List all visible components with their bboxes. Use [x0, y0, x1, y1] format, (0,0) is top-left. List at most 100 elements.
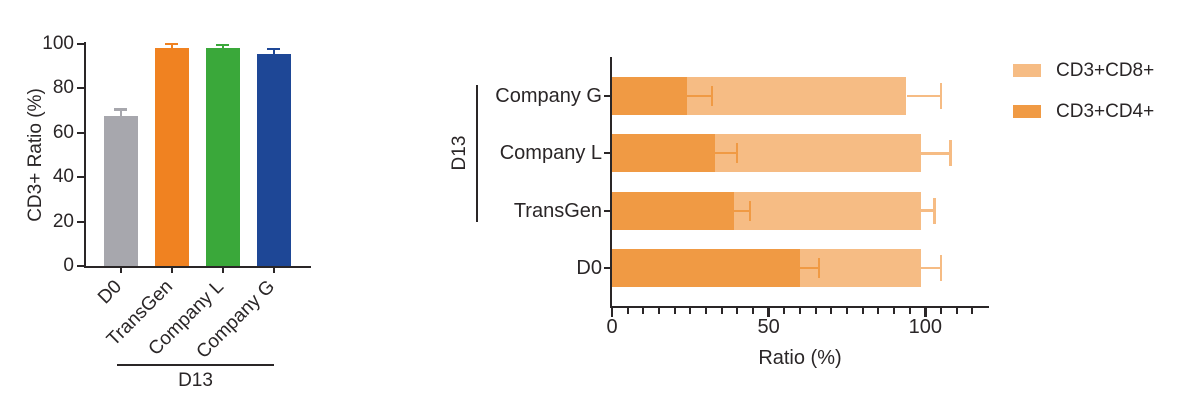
- bar: [205, 48, 240, 266]
- legend-entry-label: CD3+CD8+: [1056, 60, 1155, 81]
- bar: [154, 48, 189, 266]
- x-minor-tick: [626, 308, 629, 314]
- x-minor-tick: [892, 308, 895, 314]
- error-bar-cap: [949, 140, 952, 167]
- x-minor-tick: [720, 308, 723, 314]
- right-x-axis-title: Ratio (%): [758, 347, 842, 369]
- x-minor-tick: [657, 308, 660, 314]
- y-tick: [77, 42, 85, 46]
- y-tick-label: 40: [52, 166, 74, 188]
- y-tick-label: 20: [52, 210, 74, 232]
- error-bar-cap: [216, 44, 230, 47]
- error-bar-stem: [920, 209, 935, 212]
- category-label: TransGen: [513, 199, 602, 222]
- x-axis-line: [609, 305, 989, 309]
- x-tick: [170, 267, 173, 273]
- y-tick-label: 100: [42, 33, 74, 54]
- error-bar-stem: [920, 266, 941, 270]
- error-bar-cap: [711, 86, 714, 106]
- error-bar-stem: [715, 152, 738, 155]
- error-bar-stem: [906, 94, 941, 98]
- bar-segment-cd4: [612, 249, 800, 287]
- bar-segment-cd8: [734, 191, 921, 230]
- legend-entry: CD3+CD4+: [1013, 99, 1193, 129]
- legend-swatch: [1013, 105, 1041, 118]
- y-tick: [603, 94, 612, 98]
- bar: [256, 53, 291, 266]
- y-tick: [603, 266, 612, 270]
- error-bar-cap: [736, 143, 739, 164]
- error-bar-stem: [734, 209, 750, 212]
- legend-swatch: [1013, 64, 1041, 77]
- legend-entry-label: CD3+CD4+: [1056, 101, 1155, 122]
- right-group-bracket-line: [476, 85, 479, 222]
- x-tick-label: 0: [606, 316, 618, 338]
- x-tick-label: 50: [757, 316, 780, 338]
- y-tick: [77, 176, 85, 179]
- x-minor-tick: [939, 308, 942, 314]
- x-major-tick: [924, 308, 927, 317]
- bar-segment-cd4: [612, 191, 735, 230]
- error-bar-cap: [939, 83, 943, 109]
- y-tick: [603, 209, 612, 212]
- x-tick: [221, 267, 224, 273]
- x-minor-tick: [877, 308, 880, 314]
- x-minor-tick: [908, 308, 911, 314]
- x-minor-tick: [751, 308, 754, 314]
- y-tick: [77, 264, 85, 268]
- x-minor-tick: [642, 308, 645, 314]
- error-bar-stem: [920, 152, 951, 155]
- bar: [103, 116, 138, 266]
- x-minor-tick: [673, 308, 676, 314]
- y-axis-line: [609, 57, 612, 308]
- error-bar-stem: [170, 44, 173, 49]
- error-bar-stem: [687, 94, 713, 98]
- x-minor-tick: [783, 308, 786, 314]
- legend-entry: CD3+CD8+: [1013, 58, 1193, 88]
- y-tick-label: 60: [52, 121, 74, 143]
- x-minor-tick: [861, 308, 864, 314]
- x-minor-tick: [955, 308, 958, 314]
- x-minor-tick: [689, 308, 692, 314]
- error-bar-cap: [114, 108, 128, 111]
- bar-segment-cd8: [799, 249, 921, 287]
- x-minor-tick: [704, 308, 707, 314]
- bar-segment-cd8: [715, 134, 921, 173]
- x-minor-tick: [845, 308, 848, 314]
- x-minor-tick: [830, 308, 833, 314]
- error-bar-stem: [272, 49, 275, 54]
- error-bar-stem: [221, 45, 224, 49]
- error-bar-cap: [933, 197, 936, 224]
- error-bar-cap: [165, 42, 179, 46]
- category-label: Company G: [495, 85, 602, 107]
- y-tick-label: 0: [63, 255, 74, 276]
- bar-segment-cd4: [612, 134, 716, 173]
- x-minor-tick: [971, 308, 974, 314]
- y-axis-line: [84, 42, 87, 268]
- x-tick: [272, 267, 275, 273]
- left-group-label: D13: [178, 370, 213, 391]
- x-minor-tick: [736, 308, 739, 314]
- y-tick: [603, 152, 612, 155]
- x-major-tick: [767, 308, 770, 317]
- x-minor-tick: [814, 308, 817, 314]
- left-group-underline: [117, 363, 274, 366]
- x-tick-label: 100: [908, 316, 942, 338]
- x-tick: [119, 267, 122, 273]
- error-bar-stem: [119, 109, 122, 117]
- x-major-tick: [610, 308, 614, 317]
- y-tick: [77, 220, 85, 223]
- x-axis-line: [84, 265, 311, 268]
- category-label: Company L: [499, 142, 602, 165]
- left-bar-chart: CD3+ Ratio (%) D13 0 20 40 60 80 100 D0 TransGe…: [0, 0, 420, 405]
- x-minor-tick: [798, 308, 801, 314]
- error-bar-cap: [267, 48, 281, 51]
- bar-segment-cd4: [612, 77, 688, 115]
- y-tick: [77, 131, 85, 134]
- legend: CD3+CD8+ CD3+CD4+: [1013, 58, 1193, 140]
- category-label: D0: [576, 257, 602, 279]
- error-bar-cap: [817, 258, 820, 278]
- error-bar-cap: [939, 255, 943, 281]
